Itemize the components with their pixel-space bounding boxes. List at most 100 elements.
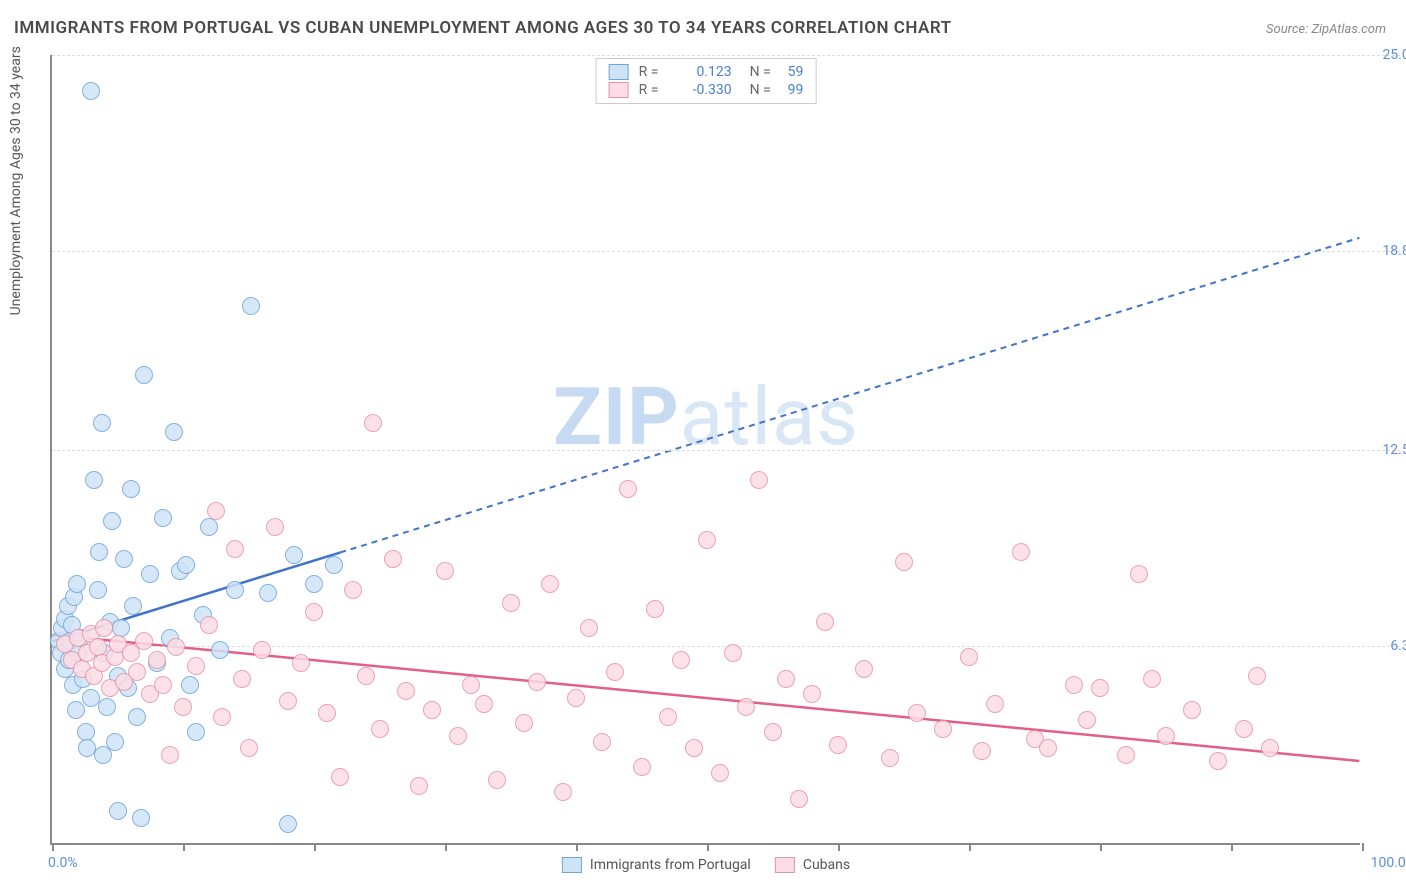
data-point-portugal (187, 723, 205, 741)
data-point-cubans (253, 641, 271, 659)
data-point-portugal (90, 543, 108, 561)
data-point-cubans (528, 673, 546, 691)
data-point-cubans (750, 471, 768, 489)
data-point-cubans (226, 540, 244, 558)
x-max-label: 100.0% (1371, 855, 1406, 871)
data-point-cubans (698, 531, 716, 549)
data-point-cubans (554, 783, 572, 801)
data-point-cubans (934, 720, 952, 738)
data-point-cubans (803, 685, 821, 703)
gridline-h (52, 450, 1400, 451)
data-point-cubans (580, 619, 598, 637)
data-point-portugal (128, 708, 146, 726)
correlation-legend: R = 0.123 N = 59 R = -0.330 N = 99 (596, 58, 817, 104)
data-point-portugal (259, 584, 277, 602)
data-point-cubans (502, 594, 520, 612)
gridline-h (52, 251, 1400, 252)
data-point-portugal (68, 575, 86, 593)
data-point-cubans (659, 708, 677, 726)
y-tick-label: 6.3% (1390, 638, 1406, 654)
data-point-portugal (106, 733, 124, 751)
data-point-portugal (279, 815, 297, 833)
swatch-cubans (775, 857, 795, 873)
data-point-cubans (646, 600, 664, 618)
data-point-cubans (233, 670, 251, 688)
data-point-cubans (960, 648, 978, 666)
data-point-cubans (475, 695, 493, 713)
legend-row-portugal: R = 0.123 N = 59 (609, 63, 804, 81)
trend-lines-layer (52, 55, 1360, 843)
data-point-cubans (213, 708, 231, 726)
swatch-cubans (609, 82, 629, 98)
data-point-portugal (226, 581, 244, 599)
x-tick (1100, 843, 1102, 851)
y-tick-label: 12.5% (1382, 442, 1406, 458)
data-point-cubans (154, 676, 172, 694)
x-tick (1231, 843, 1233, 851)
data-point-cubans (1091, 679, 1109, 697)
x-tick (314, 843, 316, 851)
series-legend: Immigrants from Portugal Cubans (562, 857, 850, 873)
y-tick-label: 18.8% (1382, 243, 1406, 259)
swatch-portugal (562, 857, 582, 873)
data-point-cubans (279, 692, 297, 710)
data-point-cubans (1117, 746, 1135, 764)
data-point-cubans (135, 632, 153, 650)
data-point-cubans (240, 739, 258, 757)
data-point-portugal (211, 641, 229, 659)
data-point-cubans (1209, 752, 1227, 770)
data-point-portugal (115, 550, 133, 568)
data-point-portugal (89, 581, 107, 599)
data-point-portugal (93, 414, 111, 432)
legend-row-cubans: R = -0.330 N = 99 (609, 81, 804, 99)
source-link[interactable]: ZipAtlas.com (1311, 22, 1386, 37)
data-point-cubans (397, 682, 415, 700)
data-point-cubans (462, 676, 480, 694)
data-point-cubans (777, 670, 795, 688)
data-point-cubans (619, 480, 637, 498)
data-point-cubans (515, 714, 533, 732)
source-prefix: Source: (1266, 22, 1311, 37)
data-point-cubans (1157, 727, 1175, 745)
data-point-cubans (1143, 670, 1161, 688)
data-point-cubans (1065, 676, 1083, 694)
n-value-portugal: 59 (788, 64, 804, 80)
data-point-cubans (633, 758, 651, 776)
data-point-cubans (436, 562, 454, 580)
data-point-cubans (986, 695, 1004, 713)
data-point-cubans (1130, 565, 1148, 583)
data-point-cubans (855, 660, 873, 678)
data-point-cubans (567, 689, 585, 707)
data-point-cubans (344, 581, 362, 599)
data-point-portugal (98, 698, 116, 716)
data-point-cubans (292, 654, 310, 672)
data-point-cubans (1261, 739, 1279, 757)
data-point-cubans (331, 768, 349, 786)
x-tick (969, 843, 971, 851)
data-point-cubans (174, 698, 192, 716)
legend-item-cubans: Cubans (775, 857, 850, 873)
data-point-portugal (135, 366, 153, 384)
data-point-portugal (124, 597, 142, 615)
x-tick (183, 843, 185, 851)
chart-title: IMMIGRANTS FROM PORTUGAL VS CUBAN UNEMPL… (14, 18, 952, 38)
data-point-cubans (593, 733, 611, 751)
data-point-cubans (357, 667, 375, 685)
data-point-cubans (541, 575, 559, 593)
data-point-cubans (606, 663, 624, 681)
data-point-portugal (82, 82, 100, 100)
data-point-cubans (737, 698, 755, 716)
data-point-cubans (672, 651, 690, 669)
data-point-portugal (181, 676, 199, 694)
data-point-portugal (109, 802, 127, 820)
data-point-cubans (161, 746, 179, 764)
y-axis-label: Unemployment Among Ages 30 to 34 years (8, 46, 24, 315)
data-point-cubans (449, 727, 467, 745)
data-point-cubans (266, 518, 284, 536)
chart-plot-area: ZIPatlas R = 0.123 N = 59 R = -0.330 N =… (50, 55, 1360, 845)
data-point-cubans (908, 704, 926, 722)
data-point-portugal (122, 480, 140, 498)
n-label: N = (750, 64, 778, 80)
data-point-portugal (285, 546, 303, 564)
y-tick-label: 25.0% (1382, 47, 1406, 63)
